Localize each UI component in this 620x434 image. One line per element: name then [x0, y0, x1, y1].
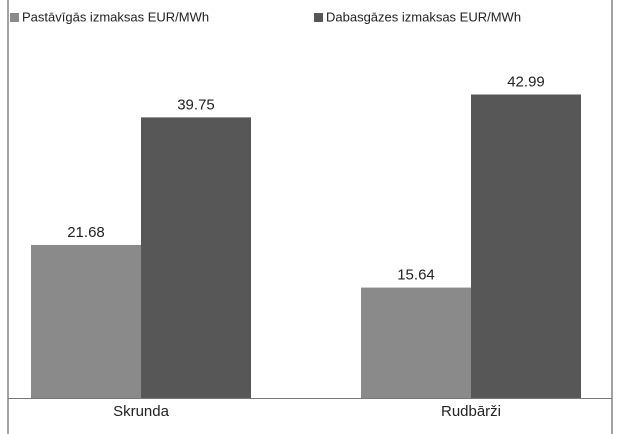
- legend-label: Pastāvīgās izmaksas EUR/MWh: [22, 9, 209, 24]
- data-label: 15.64: [397, 267, 435, 284]
- legend-swatch: [10, 13, 19, 22]
- bar: [361, 287, 471, 398]
- x-tick-label: Rudbārži: [441, 403, 501, 420]
- legend-label: Dabasgāzes izmaksas EUR/MWh: [326, 9, 521, 24]
- data-label: 39.75: [177, 96, 215, 113]
- legend-swatch: [314, 13, 323, 22]
- x-tick-label: Skrunda: [113, 403, 170, 420]
- bar: [141, 117, 251, 399]
- data-label: 42.99: [507, 73, 545, 90]
- bar: [471, 94, 581, 398]
- data-label: 21.68: [67, 224, 105, 241]
- bar: [31, 244, 141, 398]
